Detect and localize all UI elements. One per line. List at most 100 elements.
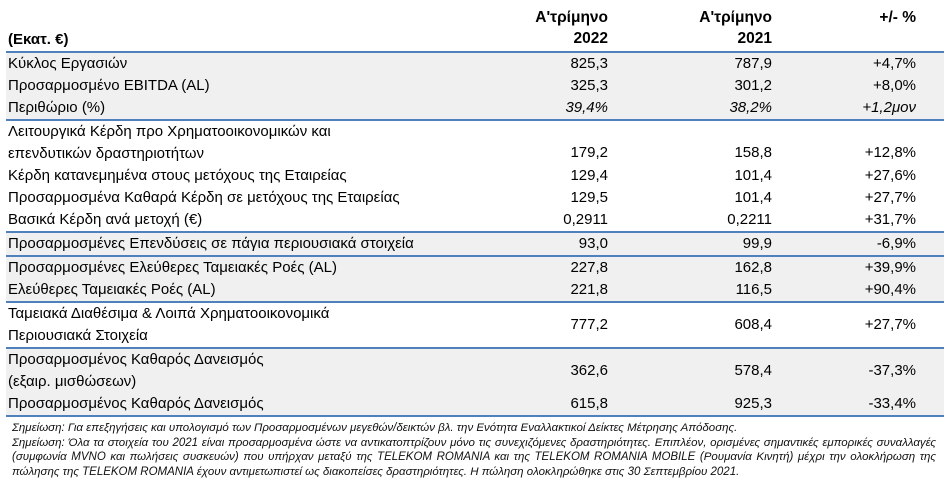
unit-header: (Εκατ. €) bbox=[6, 31, 438, 49]
value-2021: 99,9 bbox=[608, 233, 772, 255]
table-row: Ταμειακά Διαθέσιμα & Λοιπά Χρηματοοικονο… bbox=[6, 303, 944, 347]
value-change: +1,2μον bbox=[772, 97, 944, 119]
value-change: +90,4% bbox=[772, 279, 944, 301]
value-2022: 777,2 bbox=[438, 303, 608, 347]
row-label-line: Λειτουργικά Κέρδη προ Χρηματοοικονομικών… bbox=[8, 121, 438, 143]
column-header-change: +/- % bbox=[772, 5, 944, 49]
row-label: Κέρδη κατανεμημένα στους μετόχους της Ετ… bbox=[6, 165, 438, 187]
column-header-2021: Α'τρίμηνο 2021 bbox=[608, 5, 772, 49]
value-change: +39,9% bbox=[772, 257, 944, 279]
value-2022: 0,2911 bbox=[438, 209, 608, 231]
row-label: Προσαρμοσμένες Επενδύσεις σε πάγια περιο… bbox=[6, 233, 438, 255]
value-2022: 825,3 bbox=[438, 53, 608, 75]
footnote-2: Σημείωση: Όλα τα στοιχεία του 2021 είναι… bbox=[12, 436, 936, 479]
table-row: Κέρδη κατανεμημένα στους μετόχους της Ετ… bbox=[6, 165, 944, 187]
row-label-line: Βασικά Κέρδη ανά μετοχή (€) bbox=[8, 209, 438, 231]
value-2022: 362,6 bbox=[438, 349, 608, 393]
table-row: Προσαρμοσμένος Καθαρός Δανεισμός(εξαιρ. … bbox=[6, 349, 944, 393]
table-row: Προσαρμοσμένες Επενδύσεις σε πάγια περιο… bbox=[6, 233, 944, 255]
value-change: +27,7% bbox=[772, 187, 944, 209]
column-header-2021-line1: Α'τρίμηνο bbox=[608, 7, 772, 28]
column-header-2022-line1: Α'τρίμηνο bbox=[438, 7, 608, 28]
value-2022: 179,2 bbox=[438, 121, 608, 165]
value-change: +8,0% bbox=[772, 75, 944, 97]
value-change: +12,8% bbox=[772, 121, 944, 165]
value-2022: 325,3 bbox=[438, 75, 608, 97]
row-label-line: Προσαρμοσμένο EBITDA (AL) bbox=[8, 75, 438, 97]
value-2021: 787,9 bbox=[608, 53, 772, 75]
column-header-2022-line2: 2022 bbox=[438, 28, 608, 49]
row-label-line: Προσαρμοσμένος Καθαρός Δανεισμός bbox=[8, 349, 438, 371]
table-group: Προσαρμοσμένες Επενδύσεις σε πάγια περιο… bbox=[6, 231, 944, 255]
row-label-line: (εξαιρ. μισθώσεων) bbox=[8, 371, 438, 393]
row-label-line: Κέρδη κατανεμημένα στους μετόχους της Ετ… bbox=[8, 165, 438, 187]
value-2021: 0,2211 bbox=[608, 209, 772, 231]
table-row: Προσαρμοσμένες Ελεύθερες Ταμειακές Ροές … bbox=[6, 257, 944, 279]
row-label-line: Προσαρμοσμένες Ελεύθερες Ταμειακές Ροές … bbox=[8, 257, 438, 279]
row-label: Προσαρμοσμένος Καθαρός Δανεισμός bbox=[6, 393, 438, 415]
table-row: Προσαρμοσμένα Καθαρά Κέρδη σε μετόχους τ… bbox=[6, 187, 944, 209]
value-change: +27,6% bbox=[772, 165, 944, 187]
row-label: Προσαρμοσμένος Καθαρός Δανεισμός(εξαιρ. … bbox=[6, 349, 438, 393]
value-change: +4,7% bbox=[772, 53, 944, 75]
value-2021: 162,8 bbox=[608, 257, 772, 279]
row-label: Κύκλος Εργασιών bbox=[6, 53, 438, 75]
value-change: -37,3% bbox=[772, 349, 944, 393]
value-change: -33,4% bbox=[772, 393, 944, 415]
value-2021: 301,2 bbox=[608, 75, 772, 97]
table-row: Περιθώριο (%)39,4%38,2%+1,2μον bbox=[6, 97, 944, 119]
value-2021: 578,4 bbox=[608, 349, 772, 393]
row-label: Προσαρμοσμένες Ελεύθερες Ταμειακές Ροές … bbox=[6, 257, 438, 279]
row-label: Ελεύθερες Ταμειακές Ροές (AL) bbox=[6, 279, 438, 301]
row-label-line: Προσαρμοσμένος Καθαρός Δανεισμός bbox=[8, 393, 438, 415]
table-group: Προσαρμοσμένες Ελεύθερες Ταμειακές Ροές … bbox=[6, 255, 944, 301]
row-label-line: Κύκλος Εργασιών bbox=[8, 53, 438, 75]
table-group: Ταμειακά Διαθέσιμα & Λοιπά Χρηματοοικονο… bbox=[6, 301, 944, 347]
value-2021: 101,4 bbox=[608, 165, 772, 187]
value-2021: 158,8 bbox=[608, 121, 772, 165]
value-2022: 221,8 bbox=[438, 279, 608, 301]
value-2022: 129,4 bbox=[438, 165, 608, 187]
value-2022: 129,5 bbox=[438, 187, 608, 209]
value-2022: 93,0 bbox=[438, 233, 608, 255]
row-label: Ταμειακά Διαθέσιμα & Λοιπά Χρηματοοικονο… bbox=[6, 303, 438, 347]
row-label-line: Ταμειακά Διαθέσιμα & Λοιπά Χρηματοοικονο… bbox=[8, 303, 438, 325]
table-group: Προσαρμοσμένος Καθαρός Δανεισμός(εξαιρ. … bbox=[6, 347, 944, 417]
value-change: +27,7% bbox=[772, 303, 944, 347]
footnotes: Σημείωση: Για επεξηγήσεις και υπολογισμό… bbox=[12, 421, 936, 479]
value-2021: 925,3 bbox=[608, 393, 772, 415]
table-row: Λειτουργικά Κέρδη προ Χρηματοοικονομικών… bbox=[6, 121, 944, 165]
value-2022: 227,8 bbox=[438, 257, 608, 279]
row-label-line: Περιθώριο (%) bbox=[8, 97, 438, 119]
table-header: (Εκατ. €) Α'τρίμηνο 2022 Α'τρίμηνο 2021 … bbox=[6, 5, 944, 51]
table-group: Λειτουργικά Κέρδη προ Χρηματοοικονομικών… bbox=[6, 119, 944, 231]
footnote-1: Σημείωση: Για επεξηγήσεις και υπολογισμό… bbox=[12, 421, 936, 436]
value-change: -6,9% bbox=[772, 233, 944, 255]
row-label: Βασικά Κέρδη ανά μετοχή (€) bbox=[6, 209, 438, 231]
row-label: Προσαρμοσμένο EBITDA (AL) bbox=[6, 75, 438, 97]
row-label-line: Προσαρμοσμένα Καθαρά Κέρδη σε μετόχους τ… bbox=[8, 187, 438, 209]
value-2021: 101,4 bbox=[608, 187, 772, 209]
value-2022: 615,8 bbox=[438, 393, 608, 415]
row-label: Λειτουργικά Κέρδη προ Χρηματοοικονομικών… bbox=[6, 121, 438, 165]
value-2021: 608,4 bbox=[608, 303, 772, 347]
value-2021: 116,5 bbox=[608, 279, 772, 301]
row-label-line: Ελεύθερες Ταμειακές Ροές (AL) bbox=[8, 279, 438, 301]
column-header-2022: Α'τρίμηνο 2022 bbox=[438, 5, 608, 49]
value-2021: 38,2% bbox=[608, 97, 772, 119]
column-header-2021-line2: 2021 bbox=[608, 28, 772, 49]
row-label-line: Προσαρμοσμένες Επενδύσεις σε πάγια περιο… bbox=[8, 233, 438, 255]
value-2022: 39,4% bbox=[438, 97, 608, 119]
row-label: Προσαρμοσμένα Καθαρά Κέρδη σε μετόχους τ… bbox=[6, 187, 438, 209]
row-label: Περιθώριο (%) bbox=[6, 97, 438, 119]
value-change: +31,7% bbox=[772, 209, 944, 231]
row-label-line: επενδυτικών δραστηριοτήτων bbox=[8, 143, 438, 165]
